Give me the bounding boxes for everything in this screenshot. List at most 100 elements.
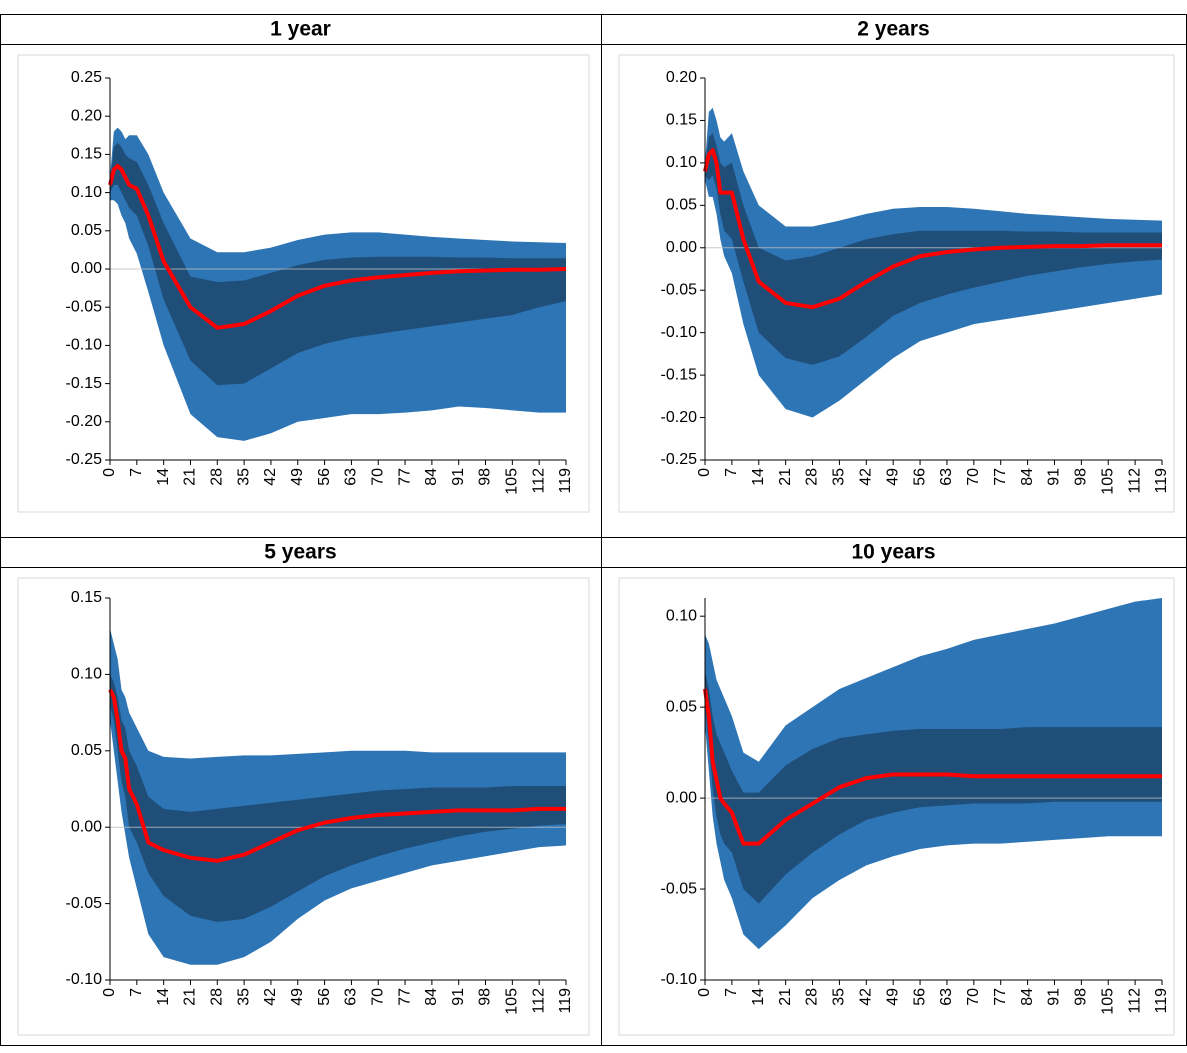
- y-tick-label: -0.15: [66, 375, 103, 392]
- y-tick-label: 0.05: [666, 197, 697, 214]
- median-line: [108, 163, 567, 330]
- x-tick-label: 112: [530, 988, 547, 1014]
- x-tick-label: 91: [1046, 468, 1063, 486]
- x-tick-label: 105: [504, 468, 521, 495]
- y-tick-label: 0.20: [666, 69, 697, 86]
- y-tick-label: 0.00: [666, 239, 697, 256]
- y-tick-label: 0.10: [71, 184, 102, 201]
- y-tick-label: -0.25: [661, 451, 698, 468]
- plot-frame: [17, 54, 590, 513]
- x-tick-label: 7: [723, 988, 740, 997]
- x-tick-label: 98: [477, 468, 494, 486]
- y-tick-label: 0.15: [71, 589, 102, 606]
- y-tick-label: -0.05: [66, 298, 103, 315]
- x-tick-label: 35: [235, 988, 252, 1006]
- x-tick-label: 56: [316, 988, 333, 1006]
- y-tick-label: 0.00: [666, 789, 697, 806]
- x-tick-label: 70: [965, 988, 982, 1006]
- x-tick-label: 7: [128, 468, 145, 477]
- x-tick-label: 21: [182, 988, 199, 1006]
- x-tick-label: 35: [831, 988, 848, 1006]
- x-tick-label: 70: [369, 988, 386, 1006]
- x-tick-label: 28: [209, 468, 226, 486]
- x-tick-label: 28: [804, 988, 821, 1006]
- y-tick-label: -0.10: [661, 971, 698, 988]
- x-tick-label: 112: [1126, 988, 1143, 1014]
- x-tick-label: 0: [101, 468, 118, 477]
- x-tick-label: 77: [992, 988, 1009, 1006]
- y-tick-label: 0.10: [71, 666, 102, 683]
- y-tick-label: 0.05: [71, 222, 102, 239]
- x-tick-label: 77: [396, 988, 413, 1006]
- x-tick-label: 49: [884, 468, 901, 486]
- x-tick-label: 14: [155, 468, 172, 486]
- x-tick-label: 28: [804, 468, 821, 486]
- y-tick-label: 0.20: [71, 107, 102, 124]
- plot-frame: [618, 54, 1175, 513]
- x-tick-label: 21: [777, 988, 794, 1006]
- x-tick-label: 42: [858, 468, 875, 486]
- y-tick-label: 0.10: [666, 607, 697, 624]
- y-tick-label: -0.05: [66, 895, 103, 912]
- x-tick-label: 0: [696, 468, 713, 477]
- x-tick-label: 56: [316, 468, 333, 486]
- x-tick-label: 84: [423, 988, 440, 1006]
- x-tick-label: 7: [128, 988, 145, 997]
- x-tick-label: 119: [1153, 988, 1170, 1014]
- x-tick-label: 63: [343, 988, 360, 1006]
- x-tick-label: 84: [1019, 988, 1036, 1006]
- x-tick-label: 0: [101, 988, 118, 997]
- x-tick-label: 14: [750, 988, 767, 1006]
- y-tick-label: 0.15: [71, 146, 102, 163]
- y-tick-label: -0.05: [661, 281, 698, 298]
- y-tick-label: 0.05: [666, 698, 697, 715]
- y-tick-label: -0.05: [661, 880, 698, 897]
- x-tick-label: 105: [1099, 988, 1116, 1015]
- x-tick-label: 112: [1126, 468, 1143, 494]
- x-tick-label: 56: [911, 468, 928, 486]
- chart-title: 2 years: [857, 18, 929, 41]
- x-tick-label: 14: [750, 468, 767, 486]
- x-tick-label: 105: [504, 988, 521, 1015]
- chart-title: 5 years: [264, 541, 336, 564]
- x-tick-label: 35: [235, 468, 252, 486]
- x-tick-label: 77: [396, 468, 413, 486]
- median-line: [108, 688, 566, 863]
- chart-title: 10 years: [851, 541, 935, 564]
- x-tick-label: 84: [1019, 468, 1036, 486]
- title-cell: [0, 14, 602, 45]
- x-tick-label: 21: [777, 468, 794, 486]
- x-tick-label: 35: [831, 468, 848, 486]
- x-tick-label: 70: [965, 468, 982, 486]
- y-tick-label: 0.00: [71, 260, 102, 277]
- x-tick-label: 63: [343, 468, 360, 486]
- y-tick-label: -0.10: [66, 337, 103, 354]
- median-line: [703, 148, 1162, 310]
- plot-frame: [17, 577, 590, 1036]
- x-tick-label: 14: [155, 988, 172, 1006]
- fan-band: [705, 670, 1162, 904]
- median-line: [703, 688, 1162, 846]
- x-tick-label: 98: [477, 988, 494, 1006]
- y-tick-label: -0.10: [66, 971, 103, 988]
- x-tick-label: 42: [262, 468, 279, 486]
- x-tick-label: 91: [450, 988, 467, 1006]
- y-tick-label: 0.00: [71, 818, 102, 835]
- plot-frame: [618, 577, 1175, 1036]
- x-tick-label: 119: [1153, 468, 1170, 494]
- y-tick-label: 0.15: [666, 112, 697, 129]
- x-tick-label: 119: [557, 468, 574, 494]
- x-tick-label: 42: [262, 988, 279, 1006]
- x-tick-label: 119: [557, 988, 574, 1014]
- x-tick-label: 56: [911, 988, 928, 1006]
- y-tick-label: 0.10: [666, 154, 697, 171]
- y-tick-label: -0.25: [66, 451, 103, 468]
- x-tick-label: 63: [938, 468, 955, 486]
- x-tick-label: 84: [423, 468, 440, 486]
- x-tick-label: 98: [1073, 988, 1090, 1006]
- x-tick-label: 21: [182, 468, 199, 486]
- x-tick-label: 70: [369, 468, 386, 486]
- x-tick-label: 98: [1073, 468, 1090, 486]
- x-tick-label: 0: [696, 988, 713, 997]
